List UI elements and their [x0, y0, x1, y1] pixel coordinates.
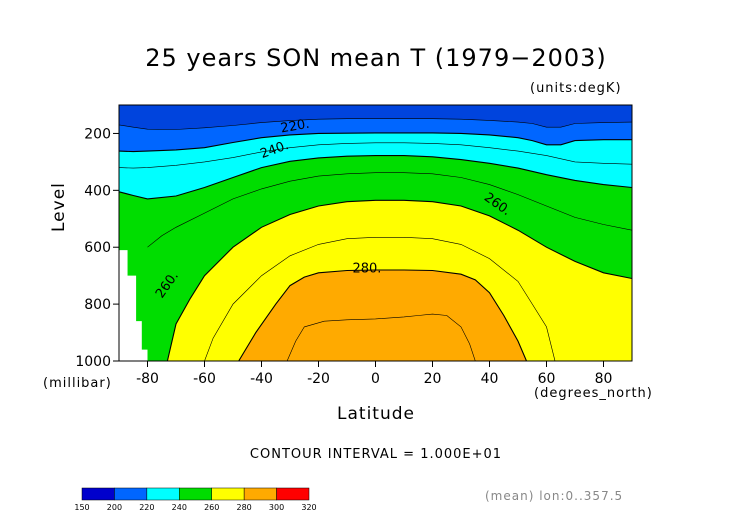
colorbar: 150 200 220 240 260 280 300 320 [74, 487, 317, 512]
y-axis-unit: (millibar) [43, 376, 112, 391]
colorbar-label: 280 [237, 503, 252, 512]
axes: -80 -60 -40 -20 0 20 40 60 80 200 400 600 800 1000 [75, 126, 612, 387]
x-tick-label: 60 [538, 371, 556, 387]
colorbar-swatch [146, 487, 180, 501]
colorbar-label: 260 [204, 503, 219, 512]
y-tick-label: 400 [84, 183, 111, 199]
contour-label: 220. [280, 117, 311, 137]
x-tick-label: -40 [250, 371, 273, 387]
colorbar-label: 220 [139, 503, 154, 512]
colorbar-swatch [276, 487, 310, 501]
colorbar-swatch [114, 487, 148, 501]
contour-fills [119, 105, 632, 361]
colorbar-swatch [211, 487, 245, 501]
chart-title: 25 years SON mean T (1979−2003) [145, 44, 607, 72]
colorbar-label: 320 [301, 503, 316, 512]
x-tick-label: -60 [193, 371, 216, 387]
contour-lines [119, 118, 632, 361]
units-note: (units:degK) [530, 81, 622, 96]
contour-line-280 [238, 269, 528, 361]
x-tick-label: 20 [424, 371, 442, 387]
missing-data-patch [119, 250, 148, 361]
contour-label: 280. [352, 261, 381, 276]
contour-line-290 [286, 313, 476, 361]
y-tick-label: 1000 [75, 354, 111, 370]
colorbar-label: 300 [269, 503, 284, 512]
colorbar-label: 150 [74, 503, 89, 512]
colorbar-swatch [81, 487, 115, 501]
x-tick-label: -80 [136, 371, 159, 387]
colorbar-swatch [179, 487, 212, 501]
contour-line-260 [166, 199, 632, 361]
x-tick-label: 0 [371, 371, 380, 387]
contour-line-240 [119, 155, 632, 200]
y-tick-label: 800 [84, 297, 111, 313]
x-axis-unit: (degrees_north) [534, 386, 653, 401]
x-tick-label: 40 [481, 371, 499, 387]
contour-line-270 [204, 237, 556, 361]
contour-line-250 [147, 172, 632, 248]
contour-interval-text: CONTOUR INTERVAL = 1.000E+01 [249, 447, 503, 462]
y-tick-label: 600 [84, 240, 111, 256]
contour-line-230 [119, 142, 632, 169]
fill-280-300 [238, 270, 527, 361]
contour-line-220 [119, 132, 632, 153]
footer-note: (mean) lon:0..357.5 [485, 489, 624, 503]
colorbar-label: 200 [107, 503, 122, 512]
colorbar-swatch [243, 487, 277, 501]
colorbar-label: 240 [172, 503, 187, 512]
x-tick-label: 80 [595, 371, 613, 387]
x-tick-label: -20 [307, 371, 330, 387]
contour-line-210 [119, 118, 632, 130]
y-tick-label: 200 [84, 126, 111, 142]
x-axis-label: Latitude [337, 404, 415, 424]
